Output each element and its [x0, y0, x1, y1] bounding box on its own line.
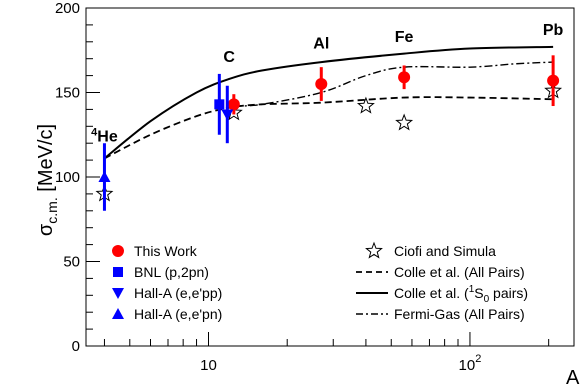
legend-label: Hall-A (e,e'pn) [134, 306, 222, 322]
legend-marker [113, 267, 123, 277]
legend-marker [365, 241, 383, 259]
legend-label: Fermi-Gas (All Pairs) [394, 306, 525, 322]
x-tick-label: 10 [200, 357, 217, 374]
marker-circle [315, 78, 328, 91]
marker-circle [227, 98, 240, 111]
legend-label: Colle et al. (All Pairs) [394, 264, 525, 280]
marker-triangle-up [98, 171, 111, 182]
y-tick-label: 50 [63, 254, 80, 271]
x-tick-label: 102 [459, 353, 482, 374]
marker-circle [398, 71, 411, 84]
model-curves [103, 45, 554, 160]
axes: 0 50 100 150 200 10 102 Aσc.m. [MeV/c] [35, 0, 580, 388]
marker-triangle-down [221, 109, 234, 121]
marker-star [395, 113, 414, 131]
y-tick-label: 100 [55, 169, 80, 186]
legends: This Work BNL (p,2pn) Hall-A (e,e'pp) Hall-… [112, 241, 528, 322]
x-axis-title: A [566, 367, 580, 388]
legend-marker [112, 288, 124, 299]
marker-star [356, 96, 375, 114]
nucleus-label: Al [313, 36, 329, 53]
y-tick-label: 150 [55, 85, 80, 102]
legend-marker [112, 308, 124, 319]
nucleus-label: 4He [91, 127, 118, 146]
curve-solid [103, 45, 554, 160]
nucleus-label: Fe [395, 29, 414, 46]
marker-circle [547, 74, 560, 87]
curve-dashdot [233, 61, 554, 107]
legend-label: BNL (p,2pn) [134, 264, 209, 280]
curve-dashed [104, 96, 554, 160]
legend-label: Hall-A (e,e'pp) [134, 285, 222, 301]
nucleus-label: Pb [543, 22, 564, 39]
y-tick-label: 200 [55, 0, 80, 17]
y-axis-title: σc.m. [MeV/c] [35, 124, 60, 236]
y-tick-label: 0 [72, 338, 80, 355]
nucleus-labels: 4He C Al Fe Pb [91, 22, 563, 145]
legend-marker [112, 245, 124, 257]
nucleus-label: C [223, 49, 235, 66]
legend-label: Colle et al. (1S0 pairs) [394, 284, 528, 305]
marker-square [214, 99, 225, 110]
legend-label: This Work [134, 243, 198, 259]
legend-label: Ciofi and Simula [394, 243, 496, 259]
data-markers [95, 55, 563, 211]
